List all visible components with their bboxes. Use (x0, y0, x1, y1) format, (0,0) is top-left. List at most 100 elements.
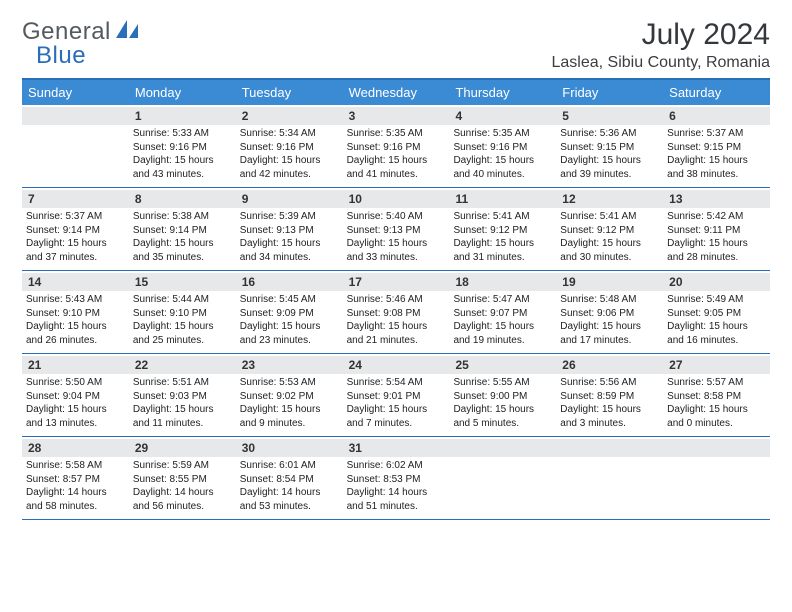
sunset-line: Sunset: 9:16 PM (347, 141, 446, 155)
sunrise-line: Sunrise: 5:40 AM (347, 210, 446, 224)
title-block: July 2024 Laslea, Sibiu County, Romania (552, 18, 771, 72)
day-info: Sunrise: 5:59 AMSunset: 8:55 PMDaylight:… (133, 459, 232, 513)
month-title: July 2024 (552, 18, 771, 52)
sunrise-line: Sunrise: 5:55 AM (453, 376, 552, 390)
daylight-line: Daylight: 14 hours and 58 minutes. (26, 486, 125, 513)
day-number: 1 (129, 107, 236, 125)
day-number: 30 (236, 439, 343, 457)
sunset-line: Sunset: 9:15 PM (667, 141, 766, 155)
day-cell-1: 1Sunrise: 5:33 AMSunset: 9:16 PMDaylight… (129, 105, 236, 187)
sunrise-line: Sunrise: 5:49 AM (667, 293, 766, 307)
day-cell-23: 23 Sunrise: 5:53 AMSunset: 9:02 PMDayligh… (236, 354, 343, 436)
sunrise-line: Sunrise: 5:34 AM (240, 127, 339, 141)
day-info: Sunrise: 5:45 AMSunset: 9:09 PMDaylight:… (240, 293, 339, 347)
sunset-line: Sunset: 8:58 PM (667, 390, 766, 404)
sunset-line: Sunset: 9:08 PM (347, 307, 446, 321)
sunset-line: Sunset: 9:00 PM (453, 390, 552, 404)
sunrise-line: Sunrise: 5:48 AM (560, 293, 659, 307)
sunrise-line: Sunrise: 5:57 AM (667, 376, 766, 390)
day-cell-15: 15Sunrise: 5:44 AMSunset: 9:10 PMDayligh… (129, 271, 236, 353)
day-number: 22 (129, 356, 236, 374)
day-info: Sunrise: 5:58 AMSunset: 8:57 PMDaylight:… (26, 459, 125, 513)
day-info: Sunrise: 5:36 AMSunset: 9:15 PMDaylight:… (560, 127, 659, 181)
week-row: 7Sunrise: 5:37 AMSunset: 9:14 PMDaylight… (22, 188, 770, 271)
sunrise-line: Sunrise: 5:54 AM (347, 376, 446, 390)
weekday-thursday: Thursday (449, 80, 556, 105)
day-cell-29: 29 Sunrise: 5:59 AMSunset: 8:55 PMDayligh… (129, 437, 236, 519)
empty-daybar (663, 439, 770, 457)
sunrise-line: Sunrise: 6:02 AM (347, 459, 446, 473)
day-number: 14 (22, 273, 129, 291)
sunset-line: Sunset: 9:10 PM (26, 307, 125, 321)
sunrise-line: Sunrise: 5:59 AM (133, 459, 232, 473)
day-cell-12: 12Sunrise: 5:41 AMSunset: 9:12 PMDayligh… (556, 188, 663, 270)
day-number: 12 (556, 190, 663, 208)
day-info: Sunrise: 5:40 AMSunset: 9:13 PMDaylight:… (347, 210, 446, 264)
sunrise-line: Sunrise: 5:44 AM (133, 293, 232, 307)
daylight-line: Daylight: 14 hours and 51 minutes. (347, 486, 446, 513)
day-cell-26: 26Sunrise: 5:56 AMSunset: 8:59 PMDayligh… (556, 354, 663, 436)
day-cell-5: 5Sunrise: 5:36 AMSunset: 9:15 PMDaylight… (556, 105, 663, 187)
day-number: 3 (343, 107, 450, 125)
daylight-line: Daylight: 15 hours and 28 minutes. (667, 237, 766, 264)
empty-cell (556, 437, 663, 519)
sunrise-line: Sunrise: 5:47 AM (453, 293, 552, 307)
day-number: 24 (343, 356, 450, 374)
day-cell-2: 2Sunrise: 5:34 AMSunset: 9:16 PMDaylight… (236, 105, 343, 187)
day-info: Sunrise: 5:55 AMSunset: 9:00 PMDaylight:… (453, 376, 552, 430)
daylight-line: Daylight: 15 hours and 16 minutes. (667, 320, 766, 347)
sunset-line: Sunset: 9:16 PM (240, 141, 339, 155)
sunset-line: Sunset: 9:06 PM (560, 307, 659, 321)
day-info: Sunrise: 5:35 AMSunset: 9:16 PMDaylight:… (453, 127, 552, 181)
day-cell-17: 17Sunrise: 5:46 AMSunset: 9:08 PMDayligh… (343, 271, 450, 353)
daylight-line: Daylight: 15 hours and 38 minutes. (667, 154, 766, 181)
daylight-line: Daylight: 15 hours and 17 minutes. (560, 320, 659, 347)
sunrise-line: Sunrise: 5:37 AM (26, 210, 125, 224)
day-number: 7 (22, 190, 129, 208)
weekday-header: SundayMondayTuesdayWednesdayThursdayFrid… (22, 80, 770, 105)
sunset-line: Sunset: 9:14 PM (133, 224, 232, 238)
sunset-line: Sunset: 9:10 PM (133, 307, 232, 321)
daylight-line: Daylight: 15 hours and 39 minutes. (560, 154, 659, 181)
sunset-line: Sunset: 9:13 PM (240, 224, 339, 238)
day-number: 23 (236, 356, 343, 374)
day-number: 2 (236, 107, 343, 125)
day-cell-30: 30Sunrise: 6:01 AMSunset: 8:54 PMDayligh… (236, 437, 343, 519)
sunrise-line: Sunrise: 5:58 AM (26, 459, 125, 473)
sunset-line: Sunset: 9:02 PM (240, 390, 339, 404)
sunset-line: Sunset: 8:57 PM (26, 473, 125, 487)
day-info: Sunrise: 5:54 AMSunset: 9:01 PMDaylight:… (347, 376, 446, 430)
sunrise-line: Sunrise: 5:46 AM (347, 293, 446, 307)
day-info: Sunrise: 5:41 AMSunset: 9:12 PMDaylight:… (453, 210, 552, 264)
sunrise-line: Sunrise: 5:45 AM (240, 293, 339, 307)
empty-daybar (556, 439, 663, 457)
day-number: 31 (343, 439, 450, 457)
sunrise-line: Sunrise: 5:42 AM (667, 210, 766, 224)
day-cell-31: 31 Sunrise: 6:02 AMSunset: 8:53 PMDayligh… (343, 437, 450, 519)
logo: General Blue (22, 18, 138, 46)
daylight-line: Daylight: 15 hours and 5 minutes. (453, 403, 552, 430)
daylight-line: Daylight: 15 hours and 35 minutes. (133, 237, 232, 264)
day-number: 17 (343, 273, 450, 291)
day-info: Sunrise: 5:43 AMSunset: 9:10 PMDaylight:… (26, 293, 125, 347)
day-info: Sunrise: 5:57 AMSunset: 8:58 PMDaylight:… (667, 376, 766, 430)
day-number: 20 (663, 273, 770, 291)
empty-cell (449, 437, 556, 519)
sunset-line: Sunset: 9:07 PM (453, 307, 552, 321)
empty-daybar (22, 107, 129, 125)
logo-text-blue: Blue (36, 42, 86, 70)
sunrise-line: Sunrise: 5:51 AM (133, 376, 232, 390)
day-number: 29 (129, 439, 236, 457)
daylight-line: Daylight: 15 hours and 33 minutes. (347, 237, 446, 264)
day-number: 4 (449, 107, 556, 125)
day-number: 18 (449, 273, 556, 291)
sunset-line: Sunset: 8:53 PM (347, 473, 446, 487)
daylight-line: Daylight: 15 hours and 41 minutes. (347, 154, 446, 181)
day-cell-10: 10Sunrise: 5:40 AMSunset: 9:13 PMDayligh… (343, 188, 450, 270)
daylight-line: Daylight: 15 hours and 13 minutes. (26, 403, 125, 430)
day-info: Sunrise: 5:53 AMSunset: 9:02 PMDaylight:… (240, 376, 339, 430)
week-row: 14 Sunrise: 5:43 AMSunset: 9:10 PMDayligh… (22, 271, 770, 354)
empty-daybar (449, 439, 556, 457)
sunrise-line: Sunrise: 5:41 AM (560, 210, 659, 224)
daylight-line: Daylight: 15 hours and 40 minutes. (453, 154, 552, 181)
